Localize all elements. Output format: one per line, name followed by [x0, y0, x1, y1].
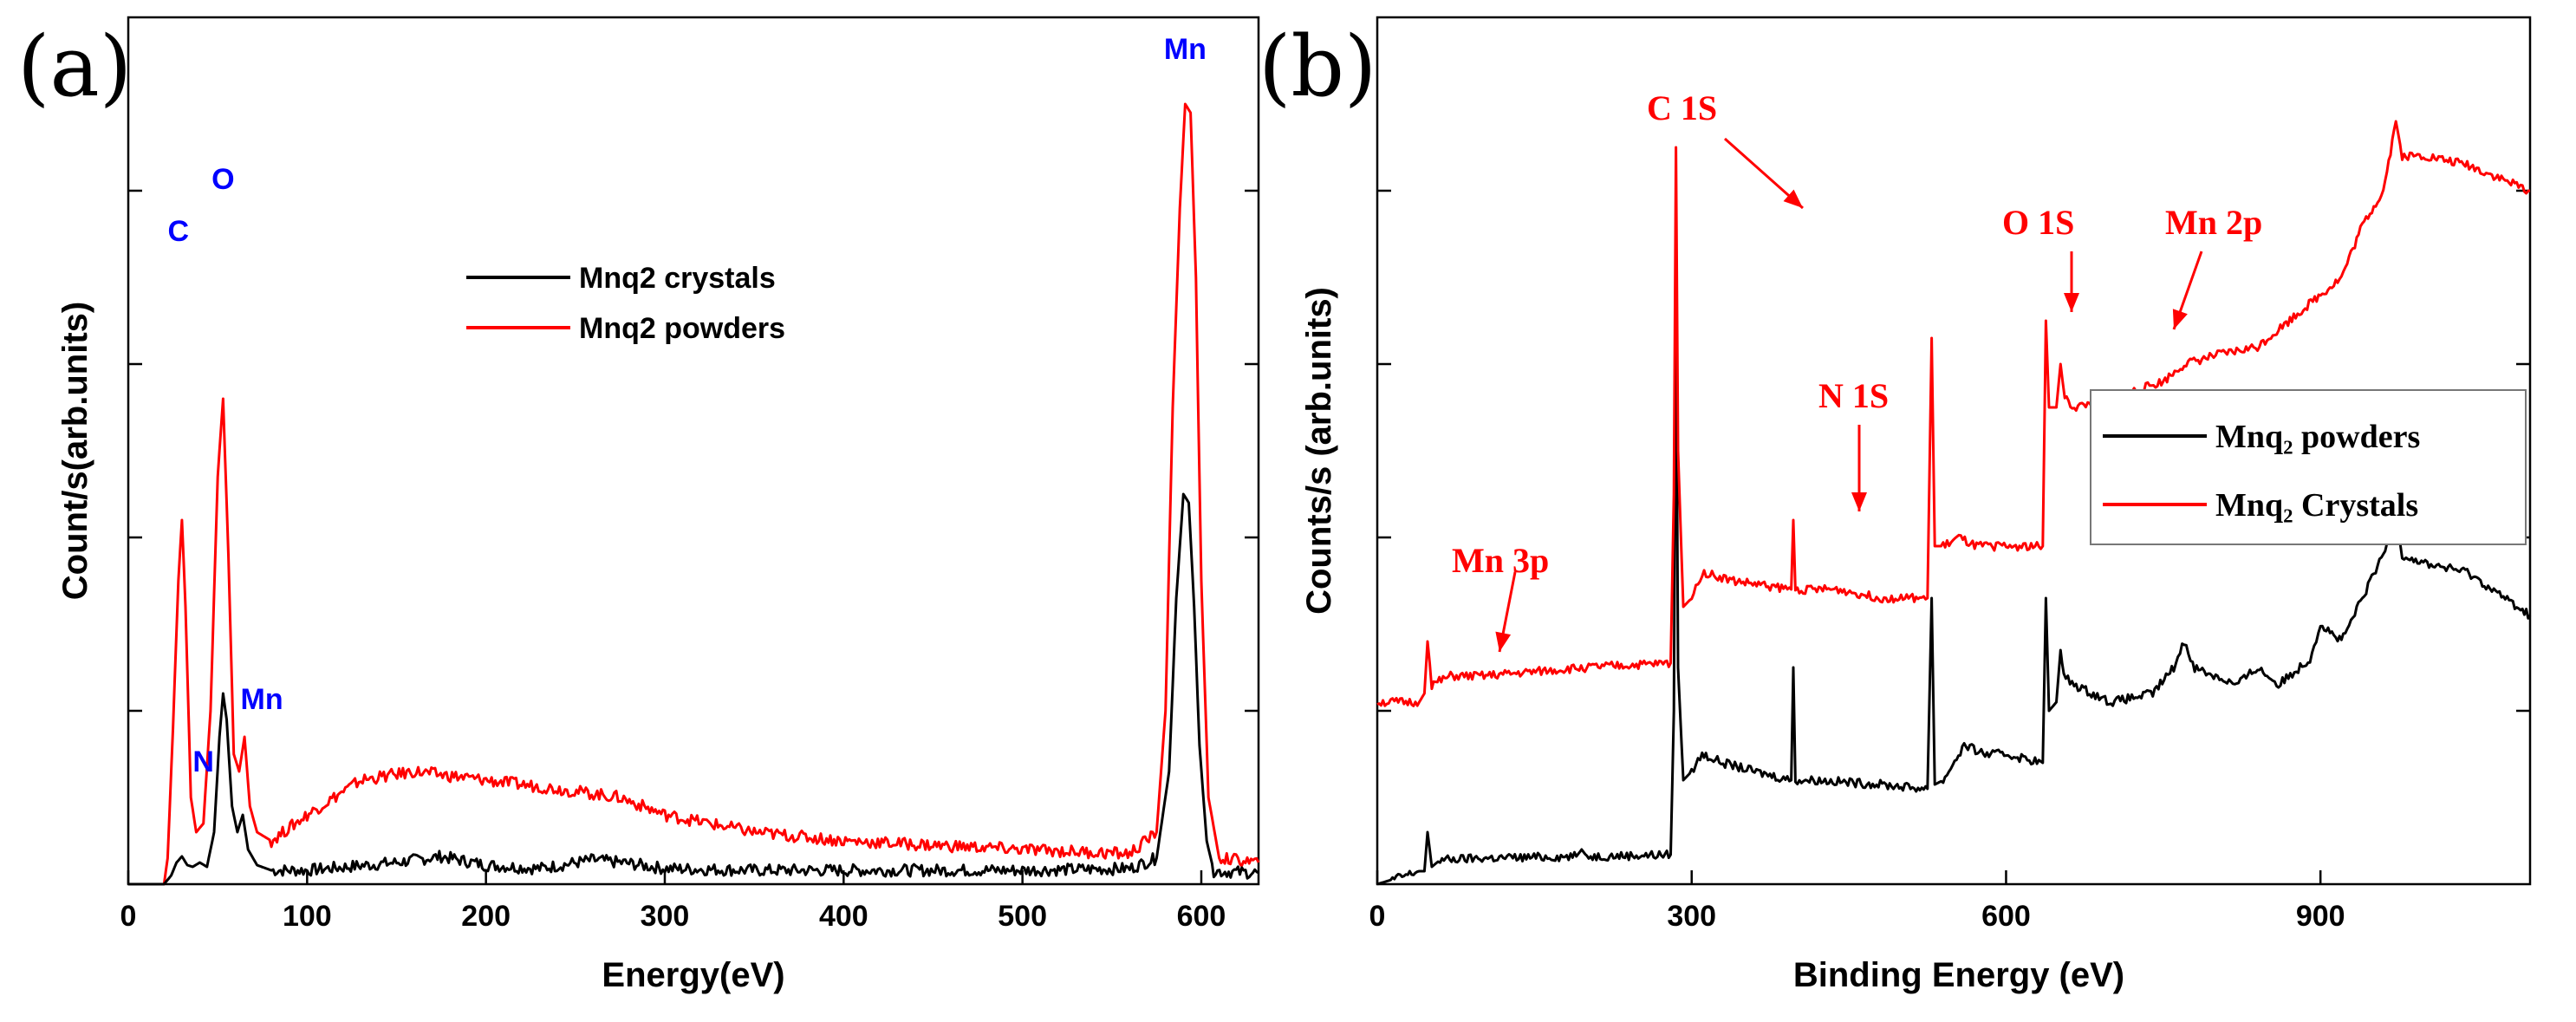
panel-a-legend-label-crystals: Mnq2 crystals: [579, 262, 776, 295]
panel-b-legend: Mnq₂ powders Mnq₂ Crystals: [2090, 389, 2527, 545]
panel-a-label: (a): [17, 18, 132, 115]
panel-a-peak-label: Mn: [241, 683, 283, 716]
panel-b-x-tick-label: 300: [1667, 900, 1716, 933]
panel-a-series: [128, 102, 1260, 886]
panel-a-x-tick-label: 600: [1177, 900, 1226, 933]
panel-a-x-axis-title: Energy(eV): [602, 956, 784, 994]
panel-a-chart: (a) 0 100 200 300 400 500 600 C N O Mn Mn Energy(e…: [17, 16, 1260, 994]
panel-b-legend-box: [2090, 389, 2527, 545]
panel-b-x-tick-label: 600: [1981, 900, 2031, 933]
panel-b-x-axis-title: Binding Energy (eV): [1793, 956, 2124, 994]
panel-b-x-tick-label: 0: [1369, 900, 1386, 933]
panel-b-x-ticks: 0 300 600 900: [1369, 870, 2345, 933]
panel-a-x-tick-label: 400: [819, 900, 868, 933]
panel-b-peak-arrowhead: [2064, 293, 2079, 312]
panel-b-peak-arrowhead: [1783, 189, 1803, 208]
panel-b-series: [1376, 120, 2532, 886]
panel-b-chart: (b) 0 300 600 900 Mn 3p C 1S N 1S O 1S Mn 2p Bi…: [1259, 16, 2532, 994]
panel-b-plot-frame: [1376, 16, 2532, 886]
panel-a-series-line-second: [128, 102, 1260, 886]
panel-a-peak-label: C: [167, 215, 189, 248]
panel-b-peak-arrowhead: [1495, 631, 1512, 652]
panel-b-label: (b): [1259, 18, 1376, 115]
panel-a-legend-label-powders: Mnq2 powders: [579, 312, 785, 345]
panel-b-series-line-first: [1376, 276, 2532, 886]
panel-a-annotations: C N O Mn Mn: [167, 33, 1206, 778]
panel-b-peak-label: N 1S: [1818, 376, 1889, 415]
panel-a-plot-frame: [127, 16, 1260, 886]
panel-b-legend-label-crystals: Mnq₂ Crystals: [2215, 487, 2418, 524]
panel-a-x-ticks: 0 100 200 300 400 500 600: [120, 870, 1226, 933]
panel-a-y-axis-title: Count/s(arb.units): [56, 302, 94, 600]
panel-a-legend: Mnq2 crystals Mnq2 powders: [466, 262, 785, 345]
panel-b-peak-arrowhead: [2172, 309, 2188, 329]
panel-a-x-tick-label: 0: [120, 900, 137, 933]
panel-b-peak-label: C 1S: [1647, 88, 1717, 127]
panel-b-y-axis-title: Counts/s (arb.units): [1300, 287, 1338, 615]
panel-a-peak-label: Mn: [1164, 33, 1207, 66]
panel-a-x-tick-label: 500: [998, 900, 1047, 933]
panel-b-peak-label: Mn 3p: [1452, 541, 1549, 580]
panel-a-peak-label: N: [192, 745, 214, 778]
panel-b-peak-label: Mn 2p: [2165, 203, 2262, 242]
panel-a-peak-label: O: [211, 163, 234, 196]
panel-b-annotations: Mn 3p C 1S N 1S O 1S Mn 2p: [1452, 88, 2262, 653]
panel-a-x-tick-label: 300: [641, 900, 690, 933]
panel-b-series-line-second: [1376, 120, 2531, 707]
panel-a-x-tick-label: 100: [283, 900, 332, 933]
panel-b-legend-label-powders: Mnq₂ powders: [2215, 419, 2420, 455]
panel-a-y-ticks: [128, 189, 1259, 713]
panel-a-x-tick-label: 200: [461, 900, 511, 933]
panel-a-series-line-first: [128, 492, 1259, 886]
panel-b-peak-label: O 1S: [2002, 203, 2074, 242]
panel-b-peak-arrowhead: [1851, 492, 1867, 511]
panel-b-x-tick-label: 900: [2296, 900, 2345, 933]
